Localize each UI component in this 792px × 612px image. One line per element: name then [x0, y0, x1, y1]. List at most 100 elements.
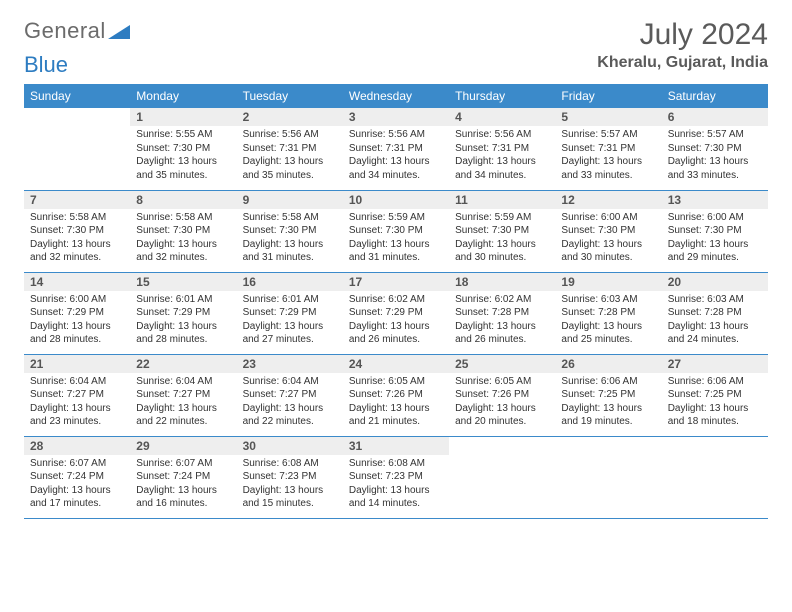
day-details: Sunrise: 5:56 AMSunset: 7:31 PMDaylight:…: [343, 126, 449, 186]
calendar-table: Sunday Monday Tuesday Wednesday Thursday…: [24, 84, 768, 519]
day-details: Sunrise: 5:58 AMSunset: 7:30 PMDaylight:…: [24, 209, 130, 269]
day-details: Sunrise: 5:58 AMSunset: 7:30 PMDaylight:…: [130, 209, 236, 269]
calendar-cell: 30Sunrise: 6:08 AMSunset: 7:23 PMDayligh…: [237, 436, 343, 518]
calendar-cell: 1Sunrise: 5:55 AMSunset: 7:30 PMDaylight…: [130, 108, 236, 190]
day-number: 8: [130, 191, 236, 209]
weekday-header: Monday: [130, 84, 236, 108]
day-number: 30: [237, 437, 343, 455]
day-details: Sunrise: 5:59 AMSunset: 7:30 PMDaylight:…: [343, 209, 449, 269]
calendar-cell: ..: [24, 108, 130, 190]
calendar-cell: 31Sunrise: 6:08 AMSunset: 7:23 PMDayligh…: [343, 436, 449, 518]
day-number: 16: [237, 273, 343, 291]
day-details: Sunrise: 5:56 AMSunset: 7:31 PMDaylight:…: [449, 126, 555, 186]
day-number: 12: [555, 191, 661, 209]
day-details: Sunrise: 6:03 AMSunset: 7:28 PMDaylight:…: [555, 291, 661, 351]
calendar-cell: 6Sunrise: 5:57 AMSunset: 7:30 PMDaylight…: [662, 108, 768, 190]
calendar-cell: 12Sunrise: 6:00 AMSunset: 7:30 PMDayligh…: [555, 190, 661, 272]
calendar-cell: 28Sunrise: 6:07 AMSunset: 7:24 PMDayligh…: [24, 436, 130, 518]
day-number: 17: [343, 273, 449, 291]
weekday-header-row: Sunday Monday Tuesday Wednesday Thursday…: [24, 84, 768, 108]
day-number: 29: [130, 437, 236, 455]
weekday-header: Tuesday: [237, 84, 343, 108]
day-number: 4: [449, 108, 555, 126]
logo-text-blue: Blue: [24, 52, 768, 78]
calendar-cell: 8Sunrise: 5:58 AMSunset: 7:30 PMDaylight…: [130, 190, 236, 272]
day-details: Sunrise: 5:57 AMSunset: 7:31 PMDaylight:…: [555, 126, 661, 186]
calendar-cell: 5Sunrise: 5:57 AMSunset: 7:31 PMDaylight…: [555, 108, 661, 190]
calendar-cell: 21Sunrise: 6:04 AMSunset: 7:27 PMDayligh…: [24, 354, 130, 436]
calendar-cell: ..: [449, 436, 555, 518]
logo-text-general: General: [24, 18, 106, 44]
calendar-cell: 14Sunrise: 6:00 AMSunset: 7:29 PMDayligh…: [24, 272, 130, 354]
calendar-cell: 9Sunrise: 5:58 AMSunset: 7:30 PMDaylight…: [237, 190, 343, 272]
day-details: Sunrise: 6:00 AMSunset: 7:29 PMDaylight:…: [24, 291, 130, 351]
day-number: 10: [343, 191, 449, 209]
day-number: 7: [24, 191, 130, 209]
month-title: July 2024: [597, 18, 768, 52]
calendar-cell: 13Sunrise: 6:00 AMSunset: 7:30 PMDayligh…: [662, 190, 768, 272]
day-number: 31: [343, 437, 449, 455]
calendar-cell: 11Sunrise: 5:59 AMSunset: 7:30 PMDayligh…: [449, 190, 555, 272]
day-details: Sunrise: 6:06 AMSunset: 7:25 PMDaylight:…: [662, 373, 768, 433]
calendar-cell: 24Sunrise: 6:05 AMSunset: 7:26 PMDayligh…: [343, 354, 449, 436]
calendar-cell: 7Sunrise: 5:58 AMSunset: 7:30 PMDaylight…: [24, 190, 130, 272]
calendar-cell: 16Sunrise: 6:01 AMSunset: 7:29 PMDayligh…: [237, 272, 343, 354]
day-details: Sunrise: 6:02 AMSunset: 7:29 PMDaylight:…: [343, 291, 449, 351]
weekday-header: Wednesday: [343, 84, 449, 108]
day-details: Sunrise: 5:55 AMSunset: 7:30 PMDaylight:…: [130, 126, 236, 186]
calendar-cell: 29Sunrise: 6:07 AMSunset: 7:24 PMDayligh…: [130, 436, 236, 518]
weekday-header: Sunday: [24, 84, 130, 108]
day-details: Sunrise: 6:05 AMSunset: 7:26 PMDaylight:…: [343, 373, 449, 433]
day-number: 18: [449, 273, 555, 291]
day-number: 26: [555, 355, 661, 373]
day-details: Sunrise: 5:58 AMSunset: 7:30 PMDaylight:…: [237, 209, 343, 269]
day-number: 5: [555, 108, 661, 126]
day-number: 28: [24, 437, 130, 455]
calendar-cell: 18Sunrise: 6:02 AMSunset: 7:28 PMDayligh…: [449, 272, 555, 354]
day-number: 21: [24, 355, 130, 373]
day-number: 15: [130, 273, 236, 291]
day-number: 2: [237, 108, 343, 126]
day-number: 3: [343, 108, 449, 126]
calendar-cell: 10Sunrise: 5:59 AMSunset: 7:30 PMDayligh…: [343, 190, 449, 272]
day-number: 22: [130, 355, 236, 373]
day-number: 9: [237, 191, 343, 209]
calendar-cell: 23Sunrise: 6:04 AMSunset: 7:27 PMDayligh…: [237, 354, 343, 436]
calendar-cell: 15Sunrise: 6:01 AMSunset: 7:29 PMDayligh…: [130, 272, 236, 354]
day-number: 13: [662, 191, 768, 209]
day-details: Sunrise: 6:05 AMSunset: 7:26 PMDaylight:…: [449, 373, 555, 433]
day-number: 24: [343, 355, 449, 373]
day-details: Sunrise: 5:59 AMSunset: 7:30 PMDaylight:…: [449, 209, 555, 269]
day-number: 19: [555, 273, 661, 291]
calendar-row: 7Sunrise: 5:58 AMSunset: 7:30 PMDaylight…: [24, 190, 768, 272]
weekday-header: Friday: [555, 84, 661, 108]
day-number: 20: [662, 273, 768, 291]
weekday-header: Thursday: [449, 84, 555, 108]
day-details: Sunrise: 6:08 AMSunset: 7:23 PMDaylight:…: [343, 455, 449, 515]
day-details: Sunrise: 5:57 AMSunset: 7:30 PMDaylight:…: [662, 126, 768, 186]
calendar-cell: 20Sunrise: 6:03 AMSunset: 7:28 PMDayligh…: [662, 272, 768, 354]
calendar-cell: 2Sunrise: 5:56 AMSunset: 7:31 PMDaylight…: [237, 108, 343, 190]
calendar-row: 28Sunrise: 6:07 AMSunset: 7:24 PMDayligh…: [24, 436, 768, 518]
day-number: 1: [130, 108, 236, 126]
day-details: Sunrise: 6:01 AMSunset: 7:29 PMDaylight:…: [237, 291, 343, 351]
day-number: 11: [449, 191, 555, 209]
calendar-cell: 26Sunrise: 6:06 AMSunset: 7:25 PMDayligh…: [555, 354, 661, 436]
day-details: Sunrise: 6:04 AMSunset: 7:27 PMDaylight:…: [130, 373, 236, 433]
day-details: Sunrise: 6:00 AMSunset: 7:30 PMDaylight:…: [662, 209, 768, 269]
day-number: 14: [24, 273, 130, 291]
day-details: Sunrise: 6:04 AMSunset: 7:27 PMDaylight:…: [24, 373, 130, 433]
day-details: Sunrise: 6:03 AMSunset: 7:28 PMDaylight:…: [662, 291, 768, 351]
day-details: Sunrise: 6:08 AMSunset: 7:23 PMDaylight:…: [237, 455, 343, 515]
day-details: Sunrise: 6:07 AMSunset: 7:24 PMDaylight:…: [24, 455, 130, 515]
calendar-cell: 27Sunrise: 6:06 AMSunset: 7:25 PMDayligh…: [662, 354, 768, 436]
logo-triangle-icon: [108, 23, 130, 39]
day-number: 23: [237, 355, 343, 373]
day-details: Sunrise: 5:56 AMSunset: 7:31 PMDaylight:…: [237, 126, 343, 186]
day-number: 27: [662, 355, 768, 373]
day-details: Sunrise: 6:07 AMSunset: 7:24 PMDaylight:…: [130, 455, 236, 515]
calendar-cell: 17Sunrise: 6:02 AMSunset: 7:29 PMDayligh…: [343, 272, 449, 354]
day-number: 25: [449, 355, 555, 373]
calendar-cell: 4Sunrise: 5:56 AMSunset: 7:31 PMDaylight…: [449, 108, 555, 190]
calendar-row: 21Sunrise: 6:04 AMSunset: 7:27 PMDayligh…: [24, 354, 768, 436]
